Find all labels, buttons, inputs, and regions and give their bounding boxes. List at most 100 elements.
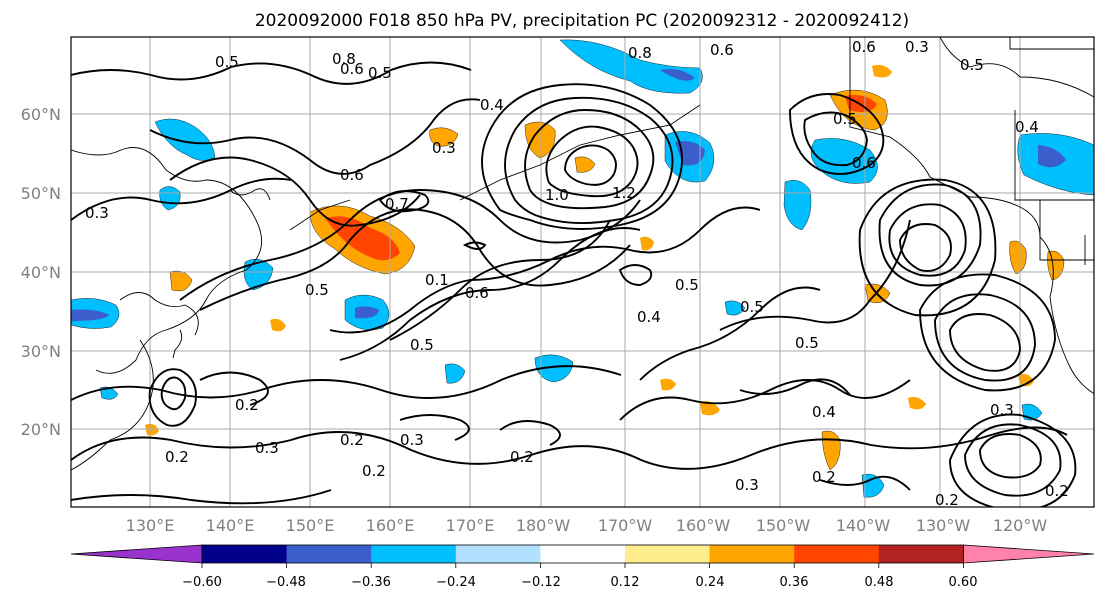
colorbar-segment xyxy=(202,545,288,563)
precip-blob xyxy=(444,363,466,384)
contour-label: 0.6 xyxy=(852,38,876,56)
contour-labels: 0.5 0.8 0.6 0.5 0.4 0.8 0.6 0.6 0.3 0.5 … xyxy=(85,38,1069,509)
lon-label: 150°E xyxy=(286,516,335,535)
precip-blob xyxy=(429,127,459,147)
colorbar-tick-label: 0.60 xyxy=(949,575,978,590)
colorbar-segment xyxy=(70,544,203,564)
contour-label: 1.0 xyxy=(545,186,569,204)
colorbar-segment xyxy=(625,545,711,563)
lon-label: 140°W xyxy=(836,516,891,535)
colorbar-segment xyxy=(540,545,626,563)
contour-label: 0.2 xyxy=(1045,482,1069,500)
colorbar-segment xyxy=(963,544,1095,564)
latitude-labels: 60°N 50°N 40°N 30°N 20°N xyxy=(21,105,61,439)
contour-label: 0.5 xyxy=(410,336,434,354)
contour-label: 0.2 xyxy=(510,448,534,466)
lon-label: 160°E xyxy=(366,516,415,535)
contour-label: 0.4 xyxy=(1015,118,1039,136)
colorbar-tick-label: −0.36 xyxy=(351,575,391,590)
contour-label: 0.3 xyxy=(735,476,759,494)
lon-label: 170°E xyxy=(446,516,495,535)
contour-label: 0.3 xyxy=(432,139,456,157)
contour-label: 0.5 xyxy=(795,334,819,352)
lon-label: 180°W xyxy=(516,516,571,535)
colorbar-outline xyxy=(201,544,964,564)
colorbar-tick-label: −0.12 xyxy=(521,575,561,590)
precip-blob xyxy=(154,118,216,161)
precip-blob xyxy=(243,258,274,291)
contour-label: 0.2 xyxy=(935,491,959,509)
colorbar-tick-label: 0.24 xyxy=(696,575,725,590)
precip-blob xyxy=(1018,373,1034,387)
contour-label: 0.5 xyxy=(368,64,392,82)
lon-label: 130°W xyxy=(916,516,971,535)
contour-label: 0.4 xyxy=(812,403,836,421)
colorbar-segment xyxy=(286,545,372,563)
contour-label: 0.1 xyxy=(425,271,449,289)
colorbar-segment xyxy=(878,545,964,563)
contour-label: 0.6 xyxy=(710,41,734,59)
contour-label: 0.2 xyxy=(235,396,259,414)
precip-blob xyxy=(660,69,695,81)
precip-blob xyxy=(270,318,286,332)
lat-label: 50°N xyxy=(21,184,61,203)
contour-label: 0.7 xyxy=(385,195,409,213)
contour-label: 0.5 xyxy=(215,53,239,71)
map-content: 0.5 0.8 0.6 0.5 0.4 0.8 0.6 0.6 0.3 0.5 … xyxy=(71,37,1094,509)
map-frame xyxy=(70,36,1095,508)
contour-label: 0.8 xyxy=(332,50,356,68)
precip-blob xyxy=(872,64,892,78)
precip-blob xyxy=(700,401,720,416)
contour-label: 0.5 xyxy=(305,281,329,299)
contour-label: 0.5 xyxy=(675,276,699,294)
precip-blob xyxy=(574,156,596,173)
precip-blob xyxy=(355,306,379,319)
precip-blob xyxy=(559,39,703,94)
contour-label: 0.3 xyxy=(85,204,109,222)
colorbar-tick-label: −0.48 xyxy=(266,575,306,590)
contour-label: 0.2 xyxy=(362,462,386,480)
colorbar-segment xyxy=(455,545,541,563)
precip-blob xyxy=(534,354,574,383)
precip-blob xyxy=(145,423,159,436)
precip-blob xyxy=(660,378,676,391)
precip-blob xyxy=(640,236,654,251)
precip-blob xyxy=(908,396,926,410)
contour-label: 0.4 xyxy=(480,96,504,114)
colorbar-tick-label: 0.48 xyxy=(865,575,894,590)
lon-label: 150°W xyxy=(756,516,811,535)
contour-label: 0.2 xyxy=(165,448,189,466)
contour-label: 0.8 xyxy=(628,44,652,62)
lon-label: 160°W xyxy=(676,516,731,535)
lat-label: 30°N xyxy=(21,342,61,361)
contour-label: 0.5 xyxy=(740,298,764,316)
lat-label: 40°N xyxy=(21,263,61,282)
lon-label: 130°E xyxy=(126,516,175,535)
colorbar-tick-labels: −0.60 −0.48 −0.36 −0.24 −0.12 0.12 0.24 … xyxy=(182,575,977,590)
precip-blob xyxy=(1038,145,1066,168)
contour-label: 0.3 xyxy=(905,38,929,56)
lon-label: 140°E xyxy=(206,516,255,535)
contour-label: 0.5 xyxy=(960,56,984,74)
lon-label: 120°W xyxy=(993,516,1048,535)
colorbar-tick-label: 0.12 xyxy=(611,575,640,590)
colorbar xyxy=(70,544,1095,568)
precip-blob xyxy=(325,216,400,261)
colorbar-segment xyxy=(709,545,795,563)
contour-label: 0.2 xyxy=(812,468,836,486)
contour-label: 0.2 xyxy=(340,431,364,449)
colorbar-segment xyxy=(794,545,880,563)
precip-blob xyxy=(169,270,193,292)
precip-blob xyxy=(724,300,746,316)
precip-blob xyxy=(71,309,109,321)
contour-label: 0.3 xyxy=(255,439,279,457)
contour-label: 0.6 xyxy=(465,284,489,302)
contour-label: 0.3 xyxy=(990,401,1014,419)
contour-label: 0.3 xyxy=(400,431,424,449)
lat-label: 60°N xyxy=(21,105,61,124)
contour-label: 0.6 xyxy=(852,154,876,172)
colorbar-tick-label: −0.24 xyxy=(436,575,476,590)
precip-blob xyxy=(861,473,885,498)
contour-label: 0.4 xyxy=(637,308,661,326)
